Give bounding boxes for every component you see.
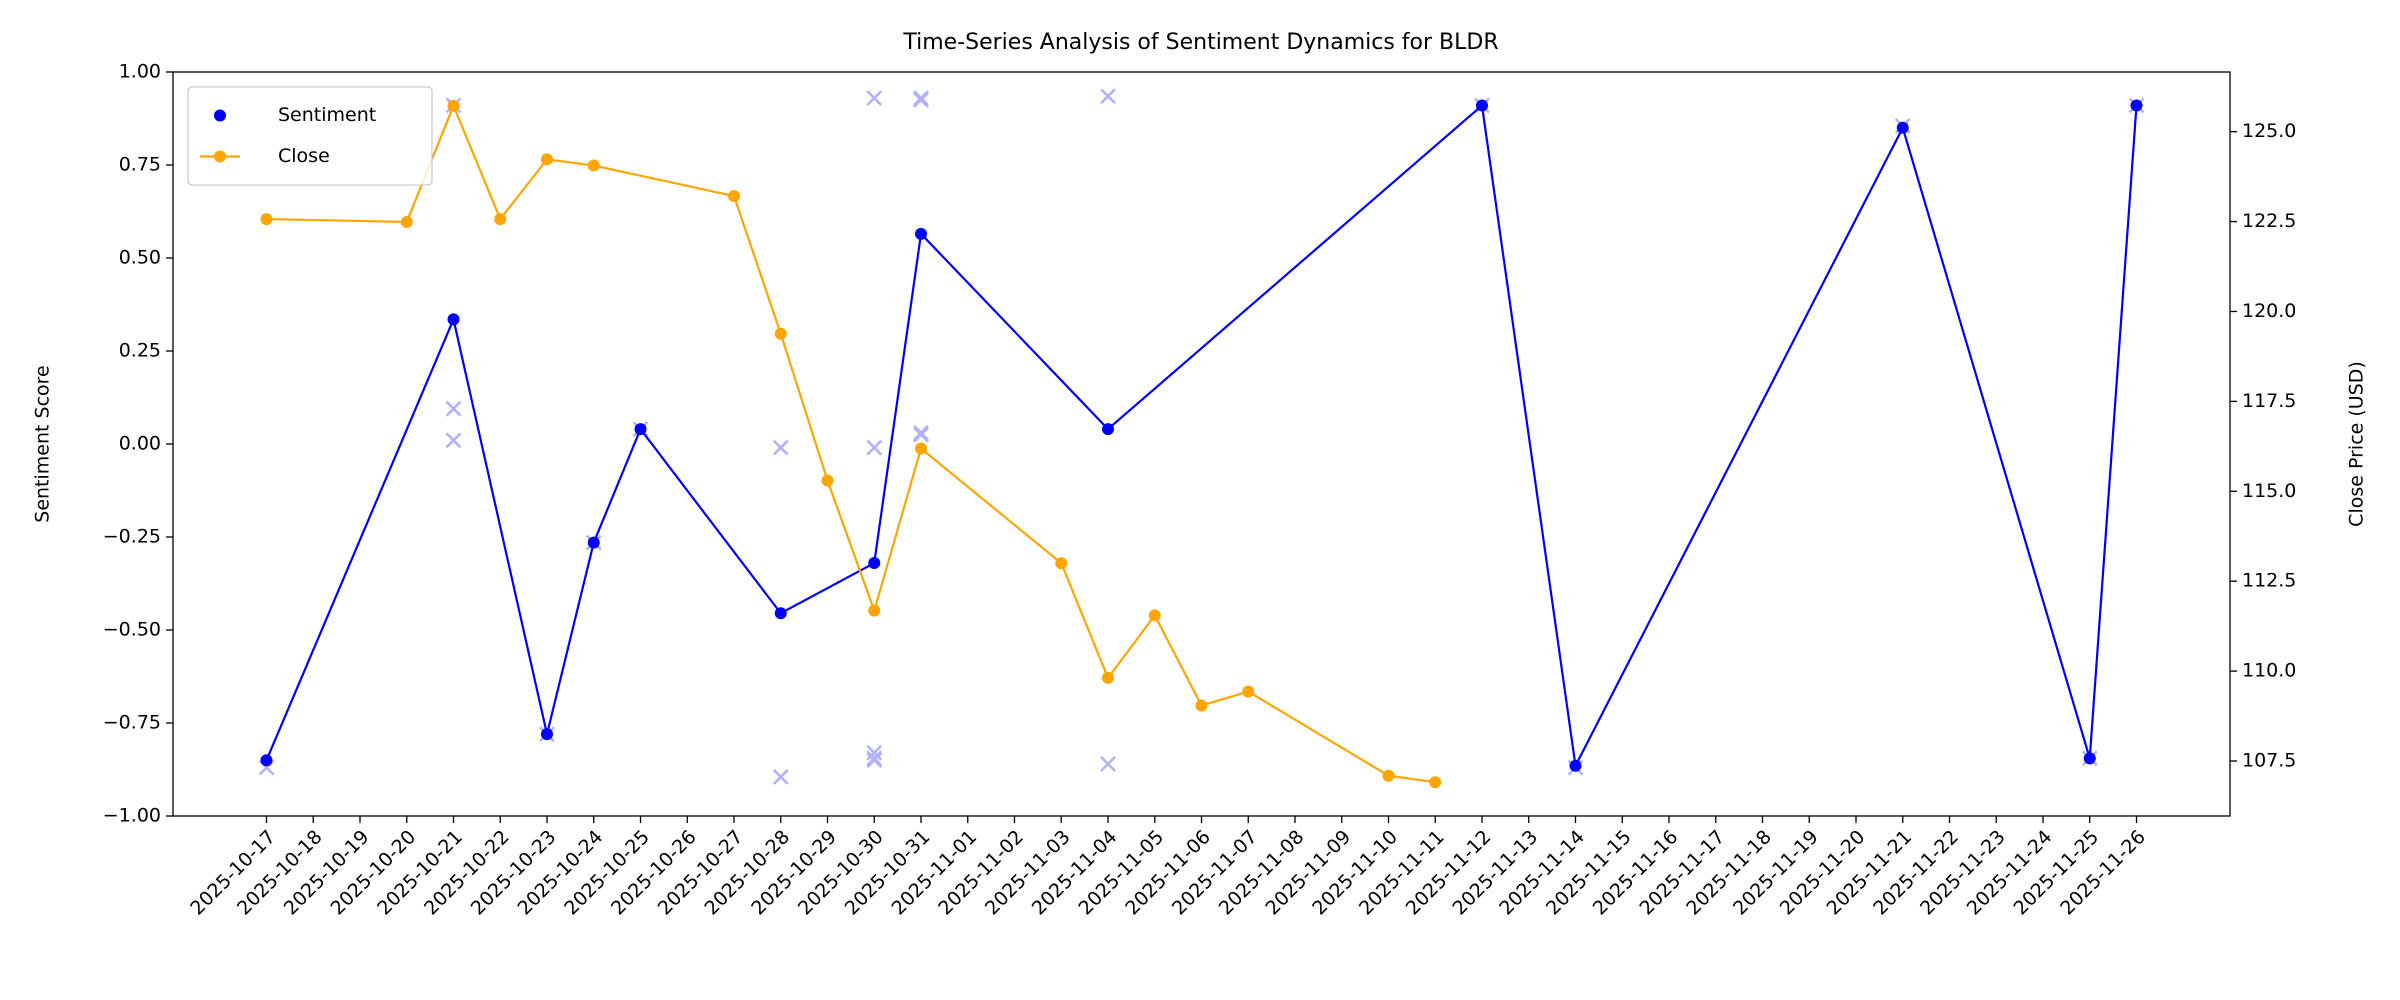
y2-tick-label: 107.5 bbox=[2242, 749, 2296, 771]
point bbox=[774, 327, 787, 340]
point bbox=[447, 313, 460, 326]
y2-tick-label: 112.5 bbox=[2242, 570, 2296, 592]
y-tick-label: −0.25 bbox=[103, 526, 161, 548]
point bbox=[1569, 759, 1582, 772]
point bbox=[913, 90, 929, 106]
y-tick-label: −0.75 bbox=[103, 712, 161, 734]
point bbox=[541, 728, 553, 741]
point bbox=[587, 159, 600, 172]
point bbox=[447, 99, 460, 112]
y2-tick-label: 117.5 bbox=[2242, 390, 2296, 412]
series bbox=[258, 88, 2145, 785]
point bbox=[445, 432, 462, 449]
point bbox=[821, 474, 834, 487]
y-tick-label: 0.00 bbox=[119, 433, 161, 455]
point bbox=[1148, 609, 1161, 622]
point bbox=[2083, 752, 2096, 765]
y-tick-label: 0.25 bbox=[119, 340, 161, 362]
point bbox=[587, 536, 600, 549]
point bbox=[1896, 121, 1909, 134]
point bbox=[1476, 99, 1488, 112]
chart-title: Time-Series Analysis of Sentiment Dynami… bbox=[902, 30, 1498, 55]
point bbox=[915, 227, 927, 240]
y-tick-label: −0.50 bbox=[103, 619, 161, 641]
point bbox=[866, 439, 883, 456]
point bbox=[541, 153, 553, 166]
point bbox=[1429, 776, 1442, 789]
legend-label: Close bbox=[278, 145, 330, 167]
series bbox=[260, 99, 2143, 772]
point bbox=[913, 426, 929, 443]
point bbox=[866, 90, 883, 106]
point bbox=[494, 213, 507, 226]
y2-tick-label: 120.0 bbox=[2242, 300, 2296, 322]
y-axis-label: Sentiment Score bbox=[32, 365, 54, 522]
point bbox=[774, 607, 787, 620]
point bbox=[772, 769, 789, 785]
point bbox=[868, 557, 881, 570]
point bbox=[728, 190, 740, 203]
point bbox=[913, 424, 929, 441]
y-tick-label: 1.00 bbox=[119, 61, 161, 83]
legend-box bbox=[187, 86, 433, 186]
point bbox=[1102, 423, 1114, 436]
point bbox=[1382, 769, 1395, 782]
point bbox=[772, 439, 789, 456]
point bbox=[400, 215, 413, 228]
y2-axis-label: Close Price (USD) bbox=[2346, 361, 2368, 527]
point bbox=[260, 754, 273, 767]
series-line bbox=[265, 103, 2138, 770]
legend-marker bbox=[214, 109, 226, 122]
point bbox=[915, 442, 927, 455]
point bbox=[260, 213, 273, 226]
point bbox=[634, 423, 647, 436]
point bbox=[866, 744, 883, 761]
y-tick-label: −1.00 bbox=[103, 805, 161, 827]
series bbox=[260, 99, 1442, 789]
legend-label: Sentiment bbox=[278, 104, 376, 126]
plot-frame bbox=[172, 71, 2231, 817]
legend-marker bbox=[214, 150, 226, 163]
point bbox=[1195, 699, 1208, 712]
y2-tick-label: 125.0 bbox=[2242, 120, 2296, 142]
y2-tick-label: 115.0 bbox=[2242, 480, 2296, 502]
point bbox=[1100, 88, 1116, 105]
series-line bbox=[266, 102, 1436, 784]
point bbox=[913, 91, 929, 108]
point bbox=[1242, 685, 1255, 698]
y-tick-label: 0.75 bbox=[119, 154, 161, 176]
y-tick-label: 0.50 bbox=[119, 247, 161, 269]
y2-tick-label: 122.5 bbox=[2242, 210, 2296, 232]
point bbox=[866, 752, 883, 769]
point bbox=[2130, 99, 2143, 112]
point bbox=[1102, 671, 1114, 684]
point bbox=[866, 750, 883, 767]
point bbox=[1100, 756, 1116, 772]
point bbox=[445, 400, 462, 417]
point bbox=[1055, 557, 1068, 570]
point bbox=[868, 604, 881, 617]
y2-tick-label: 110.0 bbox=[2242, 660, 2296, 682]
